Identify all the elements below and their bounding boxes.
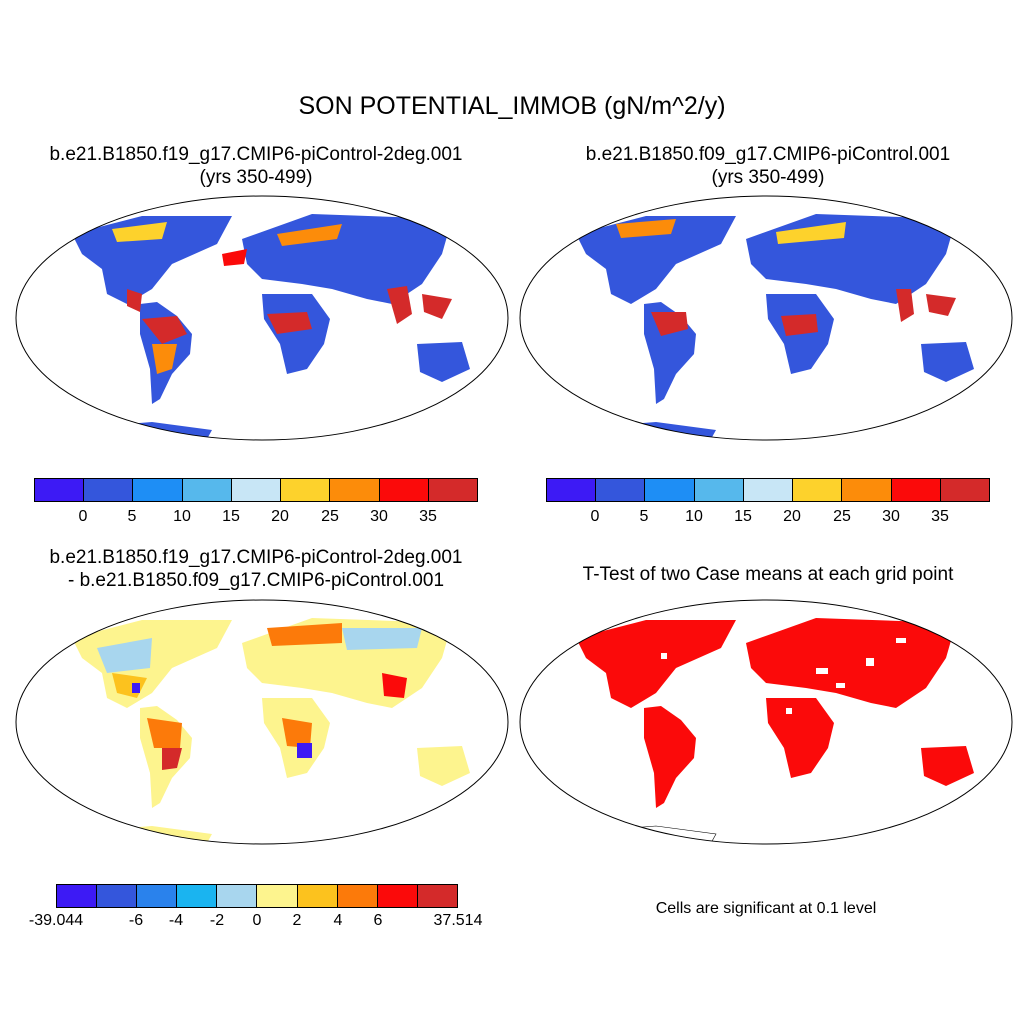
cbar3-tick: -39.044 [28, 912, 84, 929]
cbar1-tick: 5 [127, 508, 137, 525]
panel2-title-line1: b.e21.B1850.f09_g17.CMIP6-piControl.001 [585, 144, 951, 165]
map-panel3 [15, 599, 509, 845]
colorbar-box [177, 885, 218, 907]
cbar3-tick: -2 [209, 912, 225, 929]
colorbar-box [596, 479, 646, 501]
panel2-title: b.e21.B1850.f09_g17.CMIP6-piControl.001 … [516, 143, 1020, 189]
difference-patches-panel3 [97, 623, 422, 770]
colorbar-box [57, 885, 98, 907]
cbar2-tick: 10 [685, 508, 703, 525]
colorbar-box [891, 479, 941, 501]
cbar3-tick: 2 [292, 912, 302, 929]
panel3-title: b.e21.B1850.f19_g17.CMIP6-piControl-2deg… [4, 546, 508, 592]
colorbar-box [547, 479, 597, 501]
cbar2-tick: 35 [931, 508, 949, 525]
colorbar-box [842, 479, 892, 501]
colorbar-box [217, 885, 258, 907]
map-panel4 [519, 599, 1013, 845]
significant-cells-panel4 [576, 618, 974, 808]
cbar1-tick: 0 [78, 508, 88, 525]
panel4-title: T-Test of two Case means at each grid po… [582, 564, 954, 585]
colorbar-box [330, 479, 380, 501]
cbar3-tick: -4 [168, 912, 184, 929]
colorbar-panel2 [546, 478, 990, 502]
colorbar-box [231, 479, 282, 501]
colorbar-box [133, 479, 183, 501]
colorbar-box [281, 479, 331, 501]
cbar1-tick: 10 [173, 508, 191, 525]
colorbar-box [645, 479, 695, 501]
colorbar-box [793, 479, 843, 501]
cbar2-tick: 20 [783, 508, 801, 525]
colorbar-box [694, 479, 744, 501]
cbar1-tick: 25 [321, 508, 339, 525]
panel3-title-line1: b.e21.B1850.f19_g17.CMIP6-piControl-2deg… [49, 547, 463, 568]
hotspots-panel1 [112, 222, 452, 374]
colorbar-box [377, 885, 418, 907]
hotspots-panel2 [616, 219, 956, 336]
colorbar-box [379, 479, 429, 501]
colorbar-panel3 [56, 884, 458, 908]
colorbar-box [417, 885, 457, 907]
colorbar-panel1 [34, 478, 478, 502]
panel3-title-line2: - b.e21.B1850.f09_g17.CMIP6-piControl.00… [67, 570, 445, 591]
colorbar-box [35, 479, 85, 501]
colorbar-box [297, 885, 338, 907]
colorbar-box [182, 479, 232, 501]
cbar1-tick: 30 [370, 508, 388, 525]
cbar3-tick: 37.514 [433, 912, 483, 929]
insignificant-gaps-panel4 [661, 638, 906, 714]
panel1-title-line2: (yrs 350-499) [199, 167, 313, 188]
colorbar-box [337, 885, 378, 907]
panel1-title: b.e21.B1850.f19_g17.CMIP6-piControl-2deg… [4, 143, 508, 189]
cbar3-tick: 6 [373, 912, 383, 929]
cbar2-tick: 30 [882, 508, 900, 525]
continents-base-panel1 [72, 214, 470, 440]
cbar1-tick: 35 [419, 508, 437, 525]
cbar1-tick: 15 [222, 508, 240, 525]
cbar2-tick: 25 [833, 508, 851, 525]
colorbar-box [97, 885, 138, 907]
cbar3-tick: 4 [333, 912, 343, 929]
significance-note: Cells are significant at 0.1 level [655, 900, 877, 917]
cbar3-tick: 0 [252, 912, 262, 929]
colorbar-box [84, 479, 134, 501]
cbar3-tick: -6 [128, 912, 144, 929]
colorbar-box [743, 479, 794, 501]
panel2-title-line2: (yrs 350-499) [711, 167, 825, 188]
map-panel2 [519, 195, 1013, 441]
cbar2-tick: 0 [590, 508, 600, 525]
map-panel1 [15, 195, 509, 441]
cbar2-tick: 15 [734, 508, 752, 525]
continents-base-panel2 [576, 214, 974, 440]
colorbar-box [257, 885, 298, 907]
cbar1-tick: 20 [271, 508, 289, 525]
colorbar-box [940, 479, 989, 501]
figure-title: SON POTENTIAL_IMMOB (gN/m^2/y) [298, 92, 726, 120]
colorbar-box [428, 479, 477, 501]
cbar2-tick: 5 [639, 508, 649, 525]
panel1-title-line1: b.e21.B1850.f19_g17.CMIP6-piControl-2deg… [49, 144, 463, 165]
colorbar-box [137, 885, 178, 907]
